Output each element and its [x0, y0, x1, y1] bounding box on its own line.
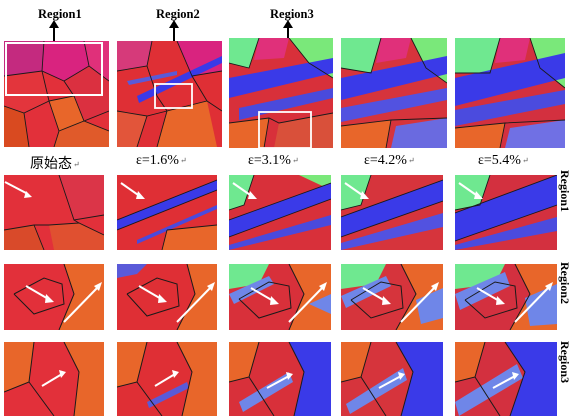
region3-map-3-1 — [229, 342, 331, 416]
strain-label-initial: 原始态↵ — [30, 157, 80, 172]
region2-map-1-6 — [117, 264, 217, 330]
region3-title: Region3 — [270, 7, 314, 21]
region1-map-5-4 — [455, 175, 557, 250]
region1-map-1-6 — [117, 175, 217, 250]
strain-label-1-6: ε=1.6%↵ — [136, 153, 187, 168]
row-label-region2: Region2 — [558, 262, 572, 304]
ebsd-map-strain-4-2 — [341, 38, 447, 148]
ebsd-map-strain-5-4 — [455, 38, 565, 148]
region3-map-1-6 — [117, 342, 217, 416]
region1-title: Region1 — [38, 7, 82, 21]
region1-map-4-2 — [341, 175, 443, 250]
region1-map-3-1 — [229, 175, 331, 250]
region3-map-5-4 — [455, 342, 557, 416]
row-label-region1: Region1 — [558, 170, 572, 212]
region3-map-4-2 — [341, 342, 443, 416]
strain-label-3-1: ε=3.1%↵ — [248, 153, 299, 168]
region1-map-initial — [4, 175, 104, 250]
strain-label-4-2: ε=4.2%↵ — [364, 153, 415, 168]
region2-map-5-4 — [455, 264, 557, 330]
ebsd-map-strain-3-1 — [229, 38, 333, 148]
strain-label-5-4: ε=5.4%↵ — [478, 153, 529, 168]
row-label-region3: Region3 — [558, 341, 572, 383]
region3-map-initial — [4, 342, 104, 416]
region2-map-4-2 — [341, 264, 443, 330]
region2-title: Region2 — [156, 7, 200, 21]
region2-map-3-1 — [229, 264, 331, 330]
region2-map-initial — [4, 264, 104, 330]
ebsd-map-strain-1-6 — [117, 41, 222, 147]
ebsd-map-initial — [4, 41, 109, 147]
